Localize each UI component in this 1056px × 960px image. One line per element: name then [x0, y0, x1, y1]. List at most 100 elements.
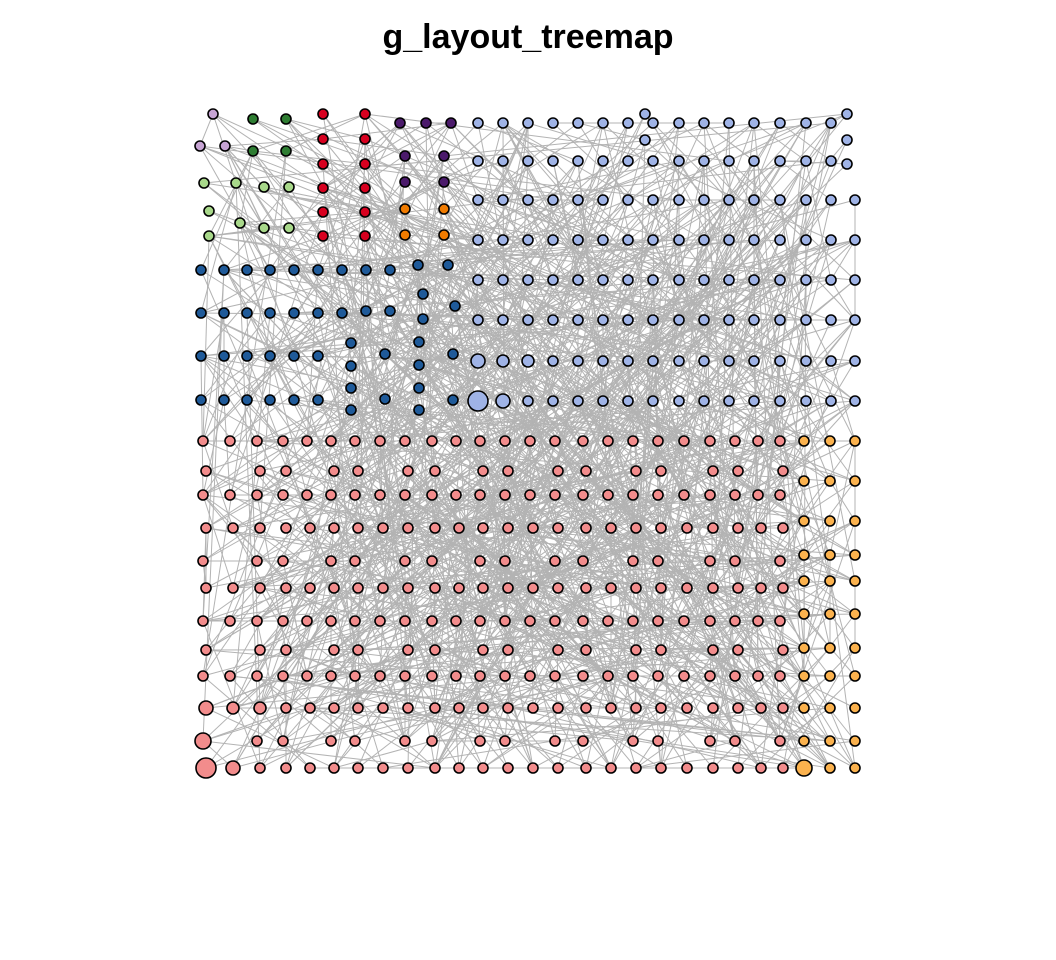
graph-node [723, 155, 735, 167]
graph-edge [407, 199, 807, 709]
graph-edge [803, 580, 831, 615]
graph-node [200, 522, 212, 534]
graph-edge [507, 707, 559, 769]
graph-node [597, 194, 609, 206]
graph-edge [431, 707, 831, 742]
graph-node [630, 762, 642, 774]
graph-node [399, 735, 411, 747]
graph-edge [779, 199, 856, 769]
graph-node [729, 615, 741, 627]
graph-edge [252, 113, 366, 152]
graph-edge [829, 480, 856, 522]
graph-edge [632, 122, 781, 496]
graph-node [253, 701, 267, 715]
graph-edge [235, 182, 479, 241]
graph-edge [285, 649, 356, 677]
graph-node [336, 307, 348, 319]
graph-edge [285, 527, 335, 589]
graph-node [678, 670, 690, 682]
graph-edge [354, 199, 730, 622]
graph-node [547, 314, 559, 326]
graph-node [707, 702, 719, 714]
graph-node [359, 230, 371, 242]
graph-node [655, 465, 667, 477]
graph-edge [317, 312, 856, 362]
graph-edge [285, 675, 381, 769]
graph-edge [610, 554, 831, 709]
graph-node [472, 194, 484, 206]
graph-node [497, 194, 509, 206]
graph-edge [203, 122, 832, 184]
graph-edge [322, 122, 452, 189]
graph-node [552, 644, 564, 656]
graph-node [377, 762, 389, 774]
graph-edge [434, 527, 584, 622]
graph-edge [443, 155, 711, 622]
graph-node [218, 394, 230, 406]
graph-node [698, 274, 710, 286]
graph-edge [364, 211, 685, 677]
graph-node [707, 644, 719, 656]
graph-node [264, 264, 276, 276]
graph-node [227, 522, 239, 534]
graph-edge [208, 150, 254, 237]
graph-edge [660, 400, 680, 651]
graph-node [777, 582, 789, 594]
graph-node [678, 615, 690, 627]
graph-node [345, 382, 357, 394]
graph-node [426, 615, 438, 627]
graph-node [325, 555, 337, 567]
graph-edge [703, 122, 831, 442]
graph-node [622, 194, 634, 206]
graph-node [849, 435, 861, 447]
graph-node [474, 435, 486, 447]
graph-node [474, 670, 486, 682]
graph-node [678, 435, 690, 447]
graph-node [312, 307, 324, 319]
graph-node [352, 702, 364, 714]
graph-node [317, 206, 329, 218]
graph-node [825, 194, 837, 206]
graph-edge [365, 122, 807, 271]
graph-node [698, 155, 710, 167]
graph-edge [434, 587, 509, 651]
graph-edge [686, 520, 805, 529]
graph-node [349, 615, 361, 627]
graph-node [698, 314, 710, 326]
graph-edge [779, 122, 832, 241]
graph-node [849, 395, 861, 407]
graph-node [673, 117, 685, 129]
graph-node [602, 435, 614, 447]
graph-node [251, 435, 263, 447]
graph-edge [223, 235, 324, 271]
graph-edge [434, 587, 559, 651]
graph-node [207, 108, 219, 120]
graph-edge [703, 160, 714, 589]
graph-edge [805, 160, 832, 281]
graph-node [552, 522, 564, 534]
graph-edge [502, 160, 529, 241]
graph-node [552, 762, 564, 774]
graph-edge [357, 400, 554, 529]
graph-node [798, 435, 810, 447]
graph-node [349, 735, 361, 747]
graph-node [224, 670, 236, 682]
graph-node [374, 489, 386, 501]
graph-edge [602, 319, 739, 709]
graph-edge [205, 122, 680, 769]
graph-node [317, 182, 329, 194]
graph-edge [607, 675, 637, 769]
graph-node [825, 234, 837, 246]
graph-node [580, 702, 592, 714]
graph-edge [384, 318, 424, 355]
graph-edge [431, 494, 506, 742]
graph-node [426, 735, 438, 747]
graph-node [502, 522, 514, 534]
graph-edge [582, 122, 807, 496]
graph-node [748, 355, 760, 367]
graph-edge [737, 647, 856, 769]
graph-edge [202, 560, 584, 622]
graph-edge [208, 160, 832, 237]
graph-edge [285, 318, 424, 769]
graph-edge [407, 181, 445, 651]
